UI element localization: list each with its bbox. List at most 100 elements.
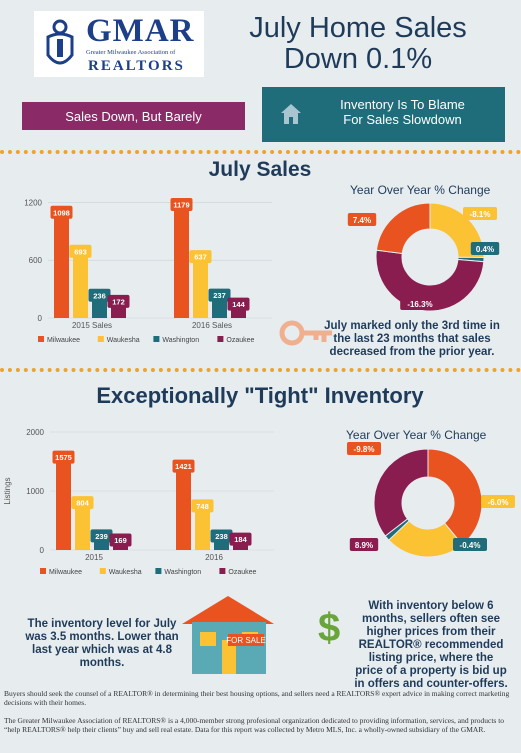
pie-label-box [347,213,377,226]
inventory-note-line3: last year which was at 4.8 [32,644,172,656]
divider-middle [0,368,521,372]
data-label-box [210,529,233,543]
data-label: 1575 [55,453,72,462]
inventory-bar-chart: 0 1000 2000 Listings 1575 804 239 169 2015 1421 74… [3,428,274,576]
inventory-pie-title: Year Over Year % Change [346,428,487,442]
for-sale-text: FOR SALE [226,636,266,645]
pie-label-box [481,495,515,508]
data-label-box [50,205,73,219]
headline-line1: July Home Sales [249,12,467,44]
y-tick-label: 2000 [26,428,44,437]
x-tick-label: 2015 [85,553,103,562]
legend-label: Ozaukee [228,569,256,576]
seller-note-line2: months, sellers often see [361,613,501,625]
logo-realtors: REALTORS [88,58,185,74]
pie-label: 7.4% [353,216,371,225]
data-label-box [88,288,111,302]
seller-note-line5: listing price, where the [368,652,494,664]
sales-note-line1: July marked only the 3rd time in [324,320,500,332]
legend-swatch [153,336,160,342]
pie-label: -9.8% [354,445,375,454]
data-label-box [71,496,94,510]
sales-pie-title: Year Over Year % Change [350,183,491,197]
data-label-box [90,529,113,543]
data-label: 144 [232,300,245,309]
legend-swatch [219,568,226,574]
legend-label: Waukesha [109,569,142,576]
inventory-note-line4: months. [79,657,125,669]
y-tick-label: 600 [29,256,43,265]
data-label-box [208,288,231,302]
sales-note-line2: the last 23 months that sales [333,333,491,345]
divider-top [0,150,521,154]
bar [73,251,88,318]
inventory-line1: Inventory Is To Blame [340,97,465,112]
footer-disclaimer: Buyers should seek the counsel of a REAL… [4,689,510,707]
pie-label: 8.9% [355,541,373,550]
house-icon [281,104,301,124]
legend-swatch [40,568,46,574]
gmar-logo: GMAR Greater Milwaukee Association of RE… [34,11,204,77]
inventory-note: The inventory level for July was 3.5 mon… [22,618,182,670]
inventory-section-title: Exceptionally "Tight" Inventory [96,383,424,408]
legend-swatch [217,336,224,342]
data-label-box [191,499,214,513]
inventory-pie-chart: -9.8% -6.0% -0.4% 8.9% [347,442,515,558]
pie-label: -0.4% [460,541,481,550]
data-label: 1098 [53,208,70,217]
seller-note: With inventory below 6 months, sellers o… [346,600,516,691]
headline: July Home Sales Down 0.1% [208,13,508,75]
inventory-line2: For Sales Slowdown [343,112,462,127]
data-label: 238 [215,532,228,541]
legend-label: Waukesha [107,337,140,344]
logo-subtitle: Greater Milwaukee Association of [86,49,176,56]
data-label-box [172,459,195,473]
headline-line2: Down 0.1% [283,43,433,75]
bar [174,204,189,318]
bar [54,212,69,318]
data-label: 1421 [175,462,192,471]
pie-slice [373,448,429,537]
legend-label: Ozaukee [226,337,254,344]
pie-label-box [453,538,487,551]
pie-label: -8.1% [470,210,491,219]
data-label-box [52,450,75,464]
data-label: 169 [114,536,127,545]
data-label-box [189,250,212,264]
x-tick-label: 2016 Sales [192,321,232,330]
footer-about: The Greater Milwaukee Association of REA… [4,716,505,734]
seller-note-line3: higher prices from their [366,626,496,638]
bar [193,256,208,318]
pie-label-box [463,207,497,220]
seller-note-line6: price of a property is bid up [355,665,507,677]
legend-label: Washington [162,337,199,344]
sales-pie-chart: -8.1% 0.4% -16.3% 7.4% [347,202,500,312]
data-label-box [107,294,130,308]
x-tick-label: 2016 [205,553,223,562]
data-label: 239 [95,532,108,541]
pie-label-box [470,242,500,255]
data-label: 1179 [173,200,189,209]
y-tick-label: 1000 [26,487,44,496]
legend-swatch [155,568,162,574]
pie-slice [375,202,431,255]
inventory-note-line1: The inventory level for July [27,618,177,630]
data-label-box [229,532,252,546]
dollar-icon: $ [318,606,341,650]
door-knocker-icon [46,19,74,65]
pie-slice [375,249,485,312]
legend-label: Washington [164,569,201,576]
seller-note-line1: With inventory below 6 [368,600,494,612]
data-label-box [227,297,250,311]
bar [195,505,210,550]
inventory-banner: Inventory Is To Blame For Sales Slowdown [262,87,505,142]
bar [75,502,90,550]
bar [56,457,71,550]
pie-label: -16.3% [407,300,432,309]
pie-label: -6.0% [488,498,509,507]
key-icon [279,320,332,346]
inventory-note-line2: was 3.5 months. Lower than [25,631,179,643]
sales-note-line3: decreased from the prior year. [329,346,495,358]
seller-note-line4: REALTOR® recommended [358,639,504,651]
data-label: 693 [74,247,87,256]
